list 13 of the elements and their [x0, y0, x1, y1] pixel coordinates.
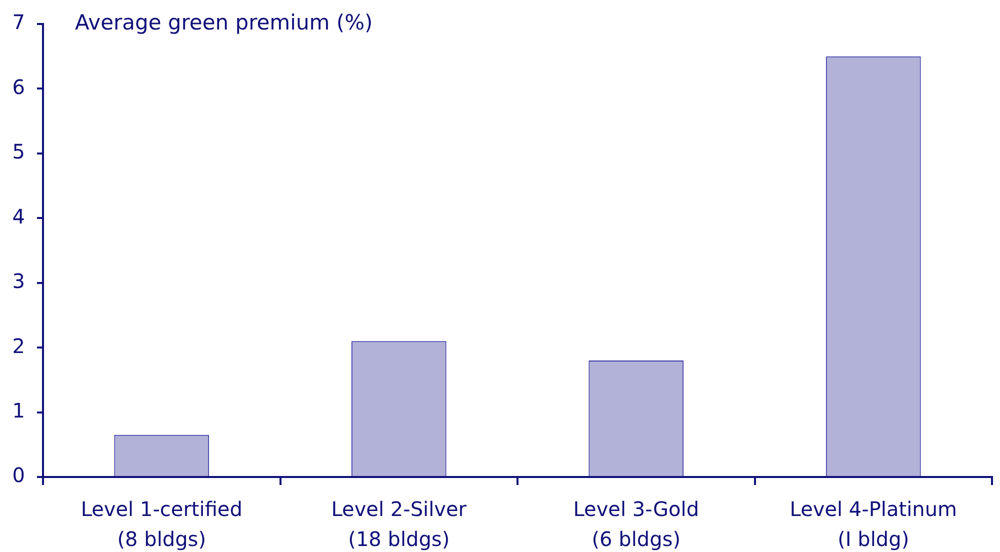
- y-tick-label: 6: [12, 74, 25, 99]
- y-axis-title: Average green premium (%): [75, 10, 373, 34]
- y-tick-label: 4: [12, 204, 25, 228]
- y-tick-label: 0: [12, 463, 25, 488]
- y-tick-label: 1: [12, 398, 25, 422]
- y-tick-label: 7: [12, 10, 25, 34]
- x-tick-label: Level 2-Silver (18 bldgs): [331, 497, 468, 552]
- x-tick-label: Level 4-Platinum (I bldg): [790, 497, 957, 552]
- x-tick-label: Level 1-certified (8 bldgs): [80, 497, 242, 552]
- y-tick-label: 2: [12, 334, 25, 358]
- x-tick-label: Level 3-Gold (6 bldgs): [573, 497, 700, 552]
- y-tick-label: 3: [12, 269, 25, 294]
- y-tick-label: 5: [12, 140, 25, 164]
